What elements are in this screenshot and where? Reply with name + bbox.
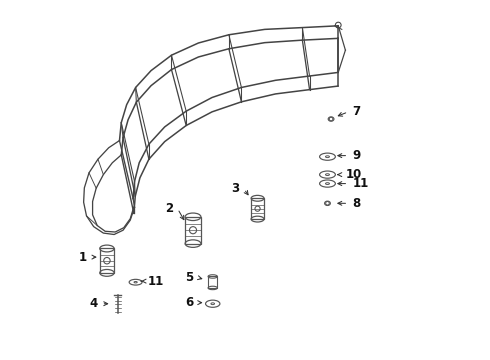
Text: 9: 9: [353, 149, 361, 162]
Text: 6: 6: [185, 296, 193, 309]
Text: 10: 10: [345, 168, 362, 181]
Bar: [185, 217, 201, 244]
Text: 1: 1: [78, 251, 87, 264]
Text: 3: 3: [231, 183, 240, 195]
Bar: [208, 276, 218, 288]
Bar: [100, 248, 114, 273]
Text: 8: 8: [353, 197, 361, 210]
Bar: [251, 198, 264, 219]
Text: 7: 7: [353, 105, 361, 118]
Text: 4: 4: [89, 297, 97, 310]
Text: 11: 11: [353, 177, 369, 190]
Text: 11: 11: [148, 275, 165, 288]
Text: 5: 5: [185, 271, 193, 284]
Text: 2: 2: [165, 202, 173, 215]
